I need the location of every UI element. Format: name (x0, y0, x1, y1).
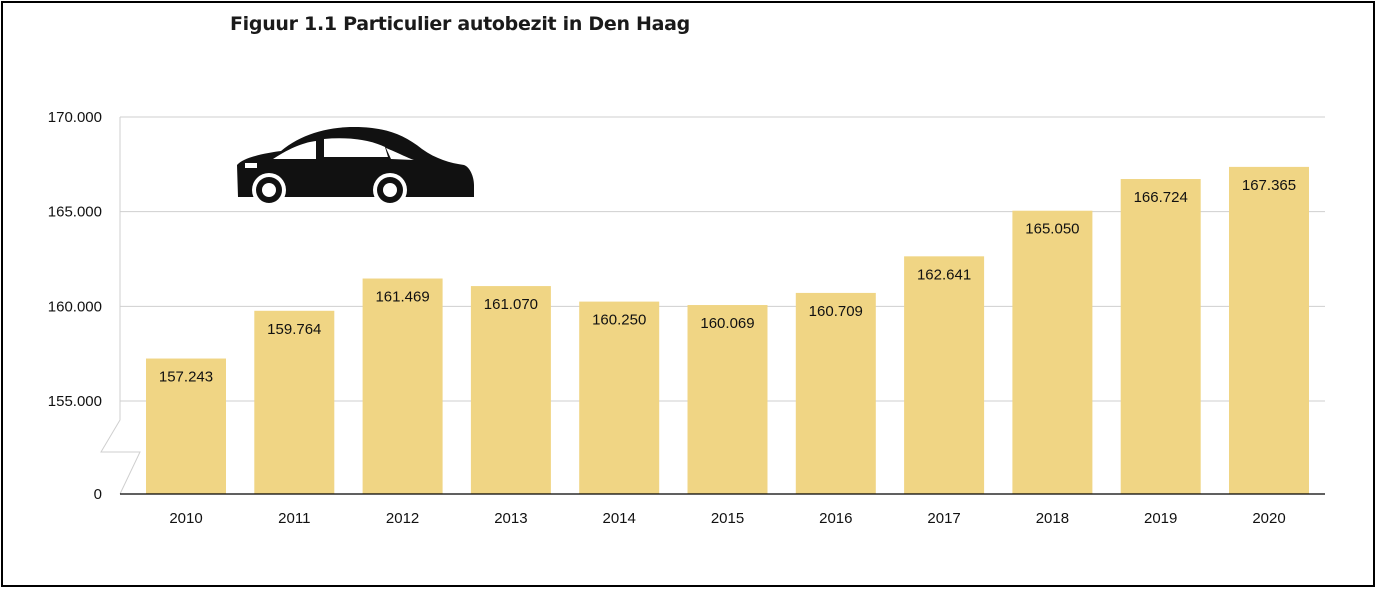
data-label: 161.070 (484, 296, 538, 313)
bars (146, 166, 1309, 494)
x-tick-label: 2020 (1252, 510, 1285, 527)
data-label: 157.243 (159, 369, 213, 386)
y-tick-label: 160.000 (48, 298, 102, 315)
bar (146, 358, 226, 494)
data-label: 160.250 (592, 312, 646, 329)
x-tick-label: 2013 (494, 510, 527, 527)
data-label: 160.069 (700, 315, 754, 332)
x-tick-label: 2015 (711, 510, 744, 527)
axes (100, 117, 1325, 495)
data-labels: 157.243 159.764 161.469 161.070 160.250 160.0… (159, 177, 1296, 386)
data-label: 167.365 (1242, 177, 1296, 194)
data-label: 165.050 (1025, 221, 1079, 238)
x-tick-label: 2012 (386, 510, 419, 527)
x-tick-label: 2018 (1036, 510, 1069, 527)
y-tick-label: 165.000 (48, 204, 102, 221)
y-axis-break (100, 117, 141, 495)
bar (470, 286, 551, 494)
data-label: 166.724 (1134, 189, 1188, 206)
x-tick-labels: 2010 2011 2012 2013 2014 2015 2016 2017 2018 2019… (169, 510, 1285, 527)
x-tick-label: 2017 (927, 510, 960, 527)
x-tick-label: 2016 (819, 510, 852, 527)
bar (579, 301, 660, 494)
bar (254, 310, 335, 494)
x-tick-label: 2019 (1144, 510, 1177, 527)
bar (1229, 166, 1309, 494)
y-tick-label: 170.000 (48, 109, 102, 126)
bar (904, 256, 985, 494)
car-icon (237, 127, 474, 207)
bar (1012, 210, 1093, 494)
chart-title: Figuur 1.1 Particulier autobezit in Den … (230, 13, 690, 35)
bar (1120, 179, 1201, 494)
data-label: 159.764 (267, 321, 321, 338)
y-tick-label: 155.000 (48, 393, 102, 410)
data-label: 160.709 (809, 303, 863, 320)
y-tick-labels: 170.000 165.000 160.000 155.000 0 (48, 109, 102, 503)
bar (687, 305, 768, 494)
data-label: 162.641 (917, 266, 971, 283)
bar (362, 278, 443, 494)
x-tick-label: 2011 (278, 510, 310, 527)
data-label: 161.469 (375, 289, 429, 306)
y-tick-label: 0 (94, 486, 102, 503)
bar (795, 292, 876, 494)
x-tick-label: 2010 (169, 510, 202, 527)
x-tick-label: 2014 (603, 510, 636, 527)
